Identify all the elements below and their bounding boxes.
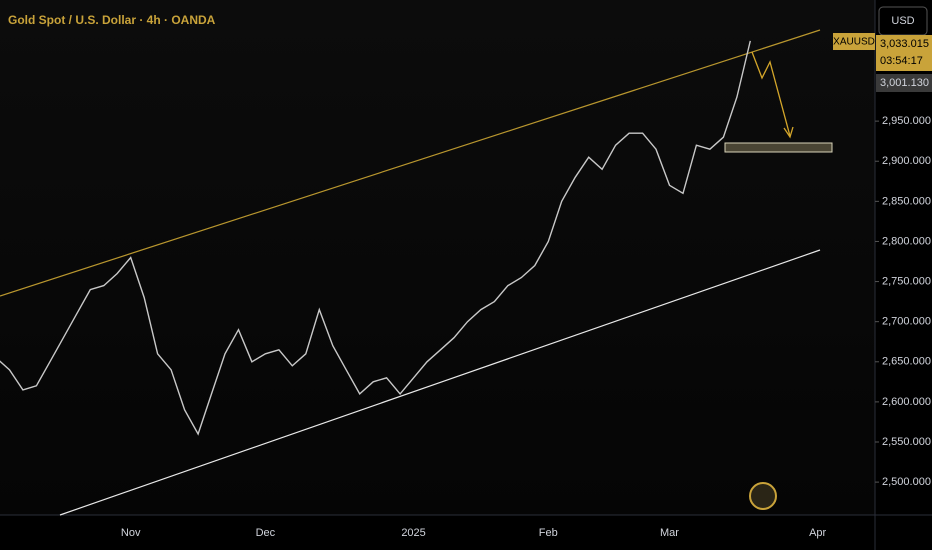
y-tick-label: 2,550.000 bbox=[882, 436, 931, 448]
chart-title: Gold Spot / U.S. Dollar · 4h · OANDA bbox=[8, 13, 216, 27]
y-tick-label: 2,650.000 bbox=[882, 356, 931, 368]
projection-arrow bbox=[751, 51, 791, 137]
channel-line bbox=[0, 29, 821, 297]
currency-label[interactable]: USD bbox=[891, 15, 914, 27]
x-tick-label: Feb bbox=[539, 527, 558, 539]
arrow-head bbox=[783, 126, 794, 139]
symbol-label: XAUUSD bbox=[833, 37, 875, 48]
x-tick-label: Apr bbox=[809, 527, 826, 539]
y-tick-label: 2,750.000 bbox=[882, 275, 931, 287]
y-tick-label: 2,700.000 bbox=[882, 316, 931, 328]
y-tick-label: 2,500.000 bbox=[882, 476, 931, 488]
price-label: 3,033.015 bbox=[880, 38, 929, 50]
price-tag bbox=[876, 74, 932, 92]
logo-icon bbox=[749, 482, 777, 510]
y-tick-label: 2,600.000 bbox=[882, 396, 931, 408]
y-tick-label: 2,950.000 bbox=[882, 115, 931, 127]
price-label: 3,001.130 bbox=[880, 77, 929, 89]
x-tick-label: Nov bbox=[121, 527, 141, 539]
y-tick-label: 2,850.000 bbox=[882, 195, 931, 207]
x-tick-label: Dec bbox=[256, 527, 276, 539]
y-tick-label: 2,900.000 bbox=[882, 155, 931, 167]
plot-area bbox=[0, 0, 875, 515]
support-line bbox=[59, 249, 821, 516]
x-tick-label: Mar bbox=[660, 527, 679, 539]
countdown-label: 03:54:17 bbox=[880, 55, 923, 67]
symbol-tag bbox=[833, 33, 875, 50]
target-zone bbox=[724, 142, 833, 153]
price-tag bbox=[876, 35, 932, 71]
y-tick-label: 2,800.000 bbox=[882, 235, 931, 247]
price-line bbox=[0, 40, 751, 436]
x-tick-label: 2025 bbox=[401, 527, 425, 539]
